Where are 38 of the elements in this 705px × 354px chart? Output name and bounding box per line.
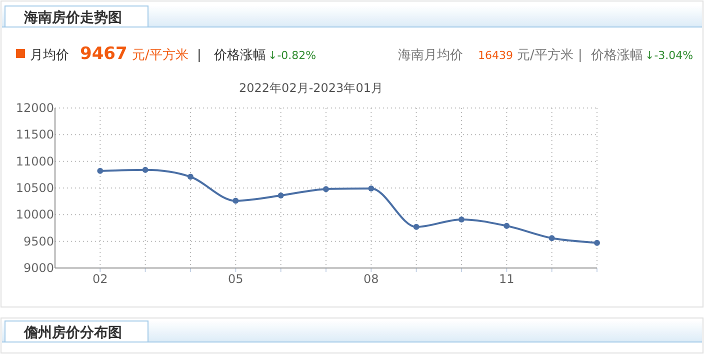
- point: [368, 186, 374, 192]
- text: 价格涨幅: [590, 48, 643, 63]
- point: [232, 198, 239, 204]
- text: 月均价: [30, 48, 69, 63]
- text: 9467: [80, 44, 128, 64]
- x-tick-label: 02: [92, 272, 108, 286]
- text: 16439: [478, 49, 513, 62]
- text: |: [578, 48, 582, 63]
- point: [504, 222, 510, 229]
- text: |: [197, 48, 202, 63]
- text: 儋州房价分布图: [23, 324, 122, 341]
- y-tick-label: 9500: [23, 234, 54, 248]
- chart-subtitle: 2022年02月-2023年01月: [239, 81, 383, 95]
- text: 海南月均价: [398, 48, 463, 63]
- y-tick-label: 10500: [16, 181, 54, 195]
- chart-title: 海南房价走势图: [23, 9, 122, 26]
- point: [458, 216, 464, 222]
- text: 元/平方米: [132, 47, 188, 63]
- y-tick-label: 11500: [16, 128, 54, 142]
- y-tick-label: 12000: [16, 101, 54, 115]
- point: [323, 186, 329, 192]
- point: [142, 166, 148, 173]
- point: [548, 235, 555, 242]
- point: [594, 240, 600, 246]
- point: [413, 224, 420, 230]
- point: [278, 192, 284, 198]
- y-tick-label: 10000: [16, 208, 54, 222]
- x-tick-label: 11: [499, 272, 514, 286]
- point: [97, 168, 104, 174]
- y-tick-label: 11000: [16, 154, 54, 168]
- y-tick-label: 9000: [23, 261, 54, 275]
- x-tick-label: 05: [228, 272, 244, 286]
- text: ↓-3.04%: [645, 49, 694, 62]
- text: 元/平方米: [517, 47, 574, 63]
- x-tick-label: 08: [364, 272, 379, 286]
- text: ↓-0.82%: [268, 49, 316, 62]
- text: 价格涨幅: [213, 48, 266, 63]
- point: [188, 174, 194, 180]
